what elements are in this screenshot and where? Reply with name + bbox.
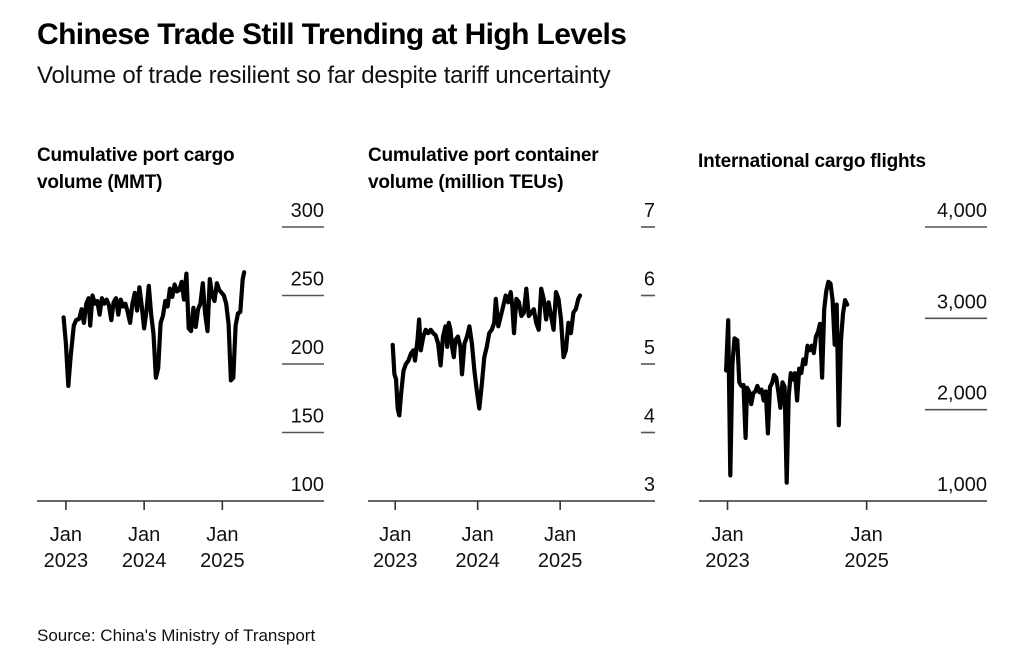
y-tick-label: 150 bbox=[291, 406, 324, 428]
panel-container-volume: 7 6 5 4 3 Jan 2023 Jan 2024 Jan 2025 bbox=[368, 200, 655, 572]
chart-subtitle: Volume of trade resilient so far despite… bbox=[37, 62, 611, 89]
panel-title-line: volume (MMT) bbox=[37, 172, 163, 193]
x-tick-label: 2025 bbox=[844, 550, 889, 572]
panel-title-line: volume (million TEUs) bbox=[368, 172, 564, 193]
panel-title-line: International cargo flights bbox=[698, 151, 926, 172]
panel-title-flights: International cargo flights bbox=[698, 148, 926, 175]
y-tick-label: 2,000 bbox=[937, 383, 987, 405]
y-tick-label: 200 bbox=[291, 337, 324, 359]
chart-title: Chinese Trade Still Trending at High Lev… bbox=[37, 18, 627, 51]
x-tick-label: Jan bbox=[50, 524, 82, 546]
y-tick-label: 100 bbox=[291, 474, 324, 496]
panel-title-line: Cumulative port cargo bbox=[37, 145, 235, 166]
source-note: Source: China's Ministry of Transport bbox=[37, 626, 316, 645]
y-tick-label: 300 bbox=[291, 200, 324, 222]
panel-title-cargo: Cumulative port cargo volume (MMT) bbox=[37, 142, 235, 196]
x-tick-label: Jan bbox=[851, 524, 883, 546]
x-tick-label: Jan bbox=[462, 524, 494, 546]
x-tick-label: Jan bbox=[379, 524, 411, 546]
y-tick-label: 7 bbox=[644, 200, 655, 222]
y-tick-label: 250 bbox=[291, 269, 324, 291]
x-tick-label: Jan bbox=[206, 524, 238, 546]
x-tick-label: 2023 bbox=[44, 550, 89, 572]
y-tick-label: 5 bbox=[644, 337, 655, 359]
panel-title-container: Cumulative port container volume (millio… bbox=[368, 142, 599, 196]
panel-cargo-flights: 4,000 3,000 2,000 1,000 Jan 2023 Jan 2025 bbox=[699, 200, 987, 572]
x-tick-label: Jan bbox=[711, 524, 743, 546]
x-tick-label: Jan bbox=[544, 524, 576, 546]
y-tick-label: 6 bbox=[644, 269, 655, 291]
x-tick-label: 2024 bbox=[122, 550, 167, 572]
x-tick-label: 2023 bbox=[705, 550, 750, 572]
x-tick-label: 2023 bbox=[373, 550, 418, 572]
x-tick-label: Jan bbox=[128, 524, 160, 546]
y-tick-label: 4,000 bbox=[937, 200, 987, 222]
y-tick-label: 1,000 bbox=[937, 474, 987, 496]
panel-cargo-volume: 300 250 200 150 100 Jan 2023 Jan 2024 Jan 2025 bbox=[37, 200, 324, 572]
series-line bbox=[724, 279, 850, 485]
series-line bbox=[61, 270, 247, 388]
y-tick-label: 3 bbox=[644, 474, 655, 496]
y-tick-label: 4 bbox=[644, 406, 655, 428]
x-tick-label: 2024 bbox=[455, 550, 500, 572]
y-tick-label: 3,000 bbox=[937, 291, 987, 313]
series-line bbox=[390, 286, 583, 418]
x-tick-label: 2025 bbox=[538, 550, 583, 572]
panel-title-line: Cumulative port container bbox=[368, 145, 599, 166]
x-tick-label: 2025 bbox=[200, 550, 245, 572]
